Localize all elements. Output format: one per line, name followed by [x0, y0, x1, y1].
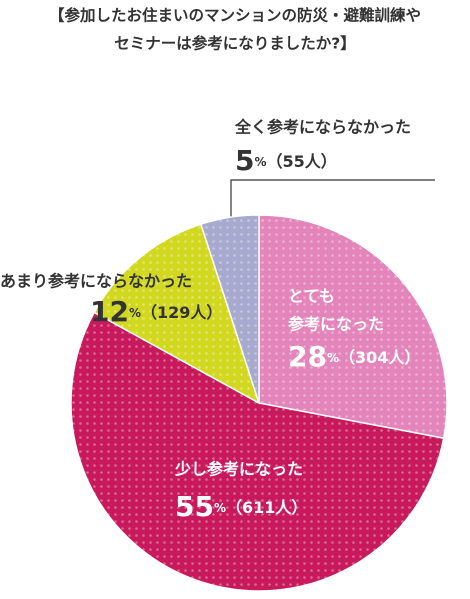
count-label: （611人） [226, 498, 307, 517]
value-number: 28 [288, 340, 327, 373]
value-label: 28%（304人） [288, 340, 420, 373]
slice-label: あまり参考にならなかった [0, 272, 192, 291]
value-label: 5%（55人） [235, 144, 337, 177]
value-unit: % [214, 501, 226, 515]
slice-label: 少し参考になった [174, 460, 303, 479]
slice-label: 全く参考にならなかった [234, 118, 411, 137]
count-label: （129人） [141, 303, 222, 322]
chart-title: セミナーは参考になりましたか?】 [114, 34, 356, 53]
value-number: 12 [90, 295, 129, 328]
count-label: （304人） [339, 348, 420, 367]
chart-title: 【参加したお住まいのマンションの防災・避難訓練や [49, 6, 421, 25]
value-unit: % [129, 306, 141, 320]
slice-label: 参考になった [288, 315, 384, 334]
value-number: 5 [235, 144, 254, 177]
value-label: 12%（129人） [90, 295, 222, 328]
count-label: （55人） [267, 152, 337, 171]
value-unit: % [327, 351, 339, 365]
value-number: 55 [175, 490, 214, 523]
value-label: 55%（611人） [175, 490, 307, 523]
value-unit: % [254, 155, 266, 169]
slice-label: とても [288, 287, 335, 306]
